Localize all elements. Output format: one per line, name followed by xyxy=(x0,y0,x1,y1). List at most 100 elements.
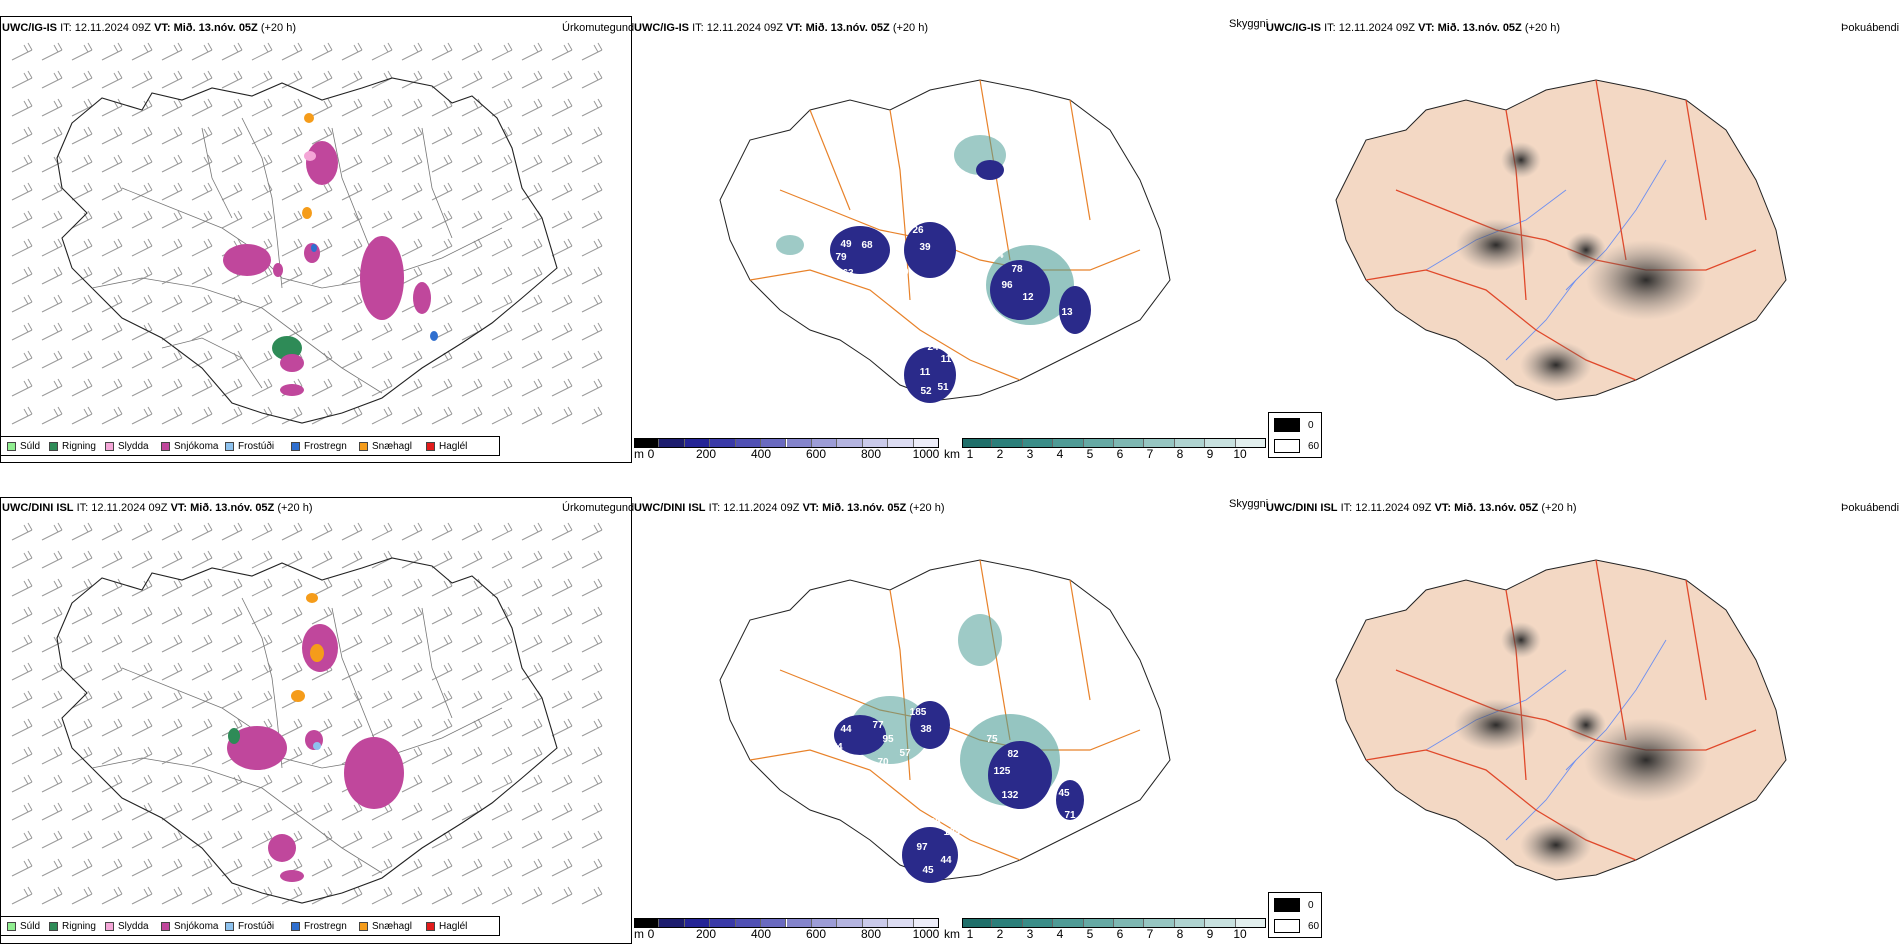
wind-barb xyxy=(161,886,183,905)
row-1: UWC/IG-IS IT: 12.11.2024 09Z VT: Mið. 13… xyxy=(0,0,1900,470)
wind-barb xyxy=(491,522,513,541)
colorbar-tick-label: 0 xyxy=(647,927,655,941)
wind-barb xyxy=(161,70,183,89)
wind-barb xyxy=(101,42,123,61)
wind-barb xyxy=(461,690,483,709)
wind-barb xyxy=(401,182,423,201)
wind-barb xyxy=(401,830,423,849)
vt-label: VT: xyxy=(154,22,171,34)
colorbar-segment xyxy=(962,918,993,928)
wind-barb xyxy=(221,550,243,569)
wind-barb xyxy=(71,378,93,397)
wind-barb xyxy=(71,294,93,313)
wind-barb xyxy=(341,406,363,425)
wind-barb xyxy=(191,42,213,61)
wind-barb xyxy=(551,634,573,653)
wind-barb xyxy=(311,746,333,765)
visibility-value-label: 11 xyxy=(920,367,931,378)
visibility-value-label: 51 xyxy=(937,382,949,393)
wind-barb xyxy=(491,182,513,201)
colorbar-tick-label: 6 xyxy=(1116,927,1124,941)
colorbar-segment xyxy=(992,438,1023,448)
vt-label: VT: xyxy=(802,502,820,514)
wind-barb xyxy=(431,718,453,737)
wind-barb xyxy=(341,662,363,681)
wind-barb xyxy=(551,830,573,849)
wind-barb xyxy=(311,182,333,201)
vt-label: VT: xyxy=(1418,22,1435,34)
wind-barb xyxy=(251,294,273,313)
wind-barb xyxy=(251,378,273,397)
legend-label: Haglél xyxy=(439,921,468,932)
wind-barb xyxy=(131,522,153,541)
wind-barb xyxy=(11,550,33,569)
wind-barb xyxy=(581,350,603,369)
wind-barb xyxy=(311,690,333,709)
wind-barb xyxy=(161,210,183,229)
wind-barb xyxy=(431,70,453,89)
wind-barb xyxy=(281,522,303,541)
wind-barb xyxy=(491,266,513,285)
wind-barb xyxy=(221,210,243,229)
wind-barb xyxy=(461,42,483,61)
wind-barb xyxy=(371,662,393,681)
wind-barb xyxy=(431,266,453,285)
fog-legend-item: 60 xyxy=(1274,439,1319,453)
wind-barb xyxy=(11,182,33,201)
wind-barb xyxy=(71,98,93,117)
wind-barb xyxy=(131,350,153,369)
wind-barb xyxy=(101,886,123,905)
wind-barb xyxy=(191,550,213,569)
wind-barb xyxy=(401,718,423,737)
wind-barb xyxy=(461,746,483,765)
colorbar-tick-label: 3 xyxy=(1026,447,1034,461)
it-value: 12.11.2024 09Z xyxy=(91,502,168,514)
visibility-value-label: 61 xyxy=(949,165,961,176)
colorbar-segment xyxy=(710,438,736,448)
wind-barb xyxy=(191,322,213,341)
legend-label: Frostregn xyxy=(304,441,347,452)
wind-barb xyxy=(281,746,303,765)
wind-barb xyxy=(71,70,93,89)
legend-swatch xyxy=(7,442,16,451)
wind-barb xyxy=(581,606,603,625)
iceland-land xyxy=(1335,79,1787,401)
wind-barb xyxy=(581,210,603,229)
wind-barb xyxy=(251,42,273,61)
wind-barb xyxy=(191,774,213,793)
wind-barb xyxy=(131,378,153,397)
legend-label: Slydda xyxy=(118,441,149,452)
wind-barb xyxy=(581,98,603,117)
visibility-value-label: 77 xyxy=(872,720,884,731)
wind-barb xyxy=(371,350,393,369)
colorbar-segment xyxy=(659,438,685,448)
wind-barb xyxy=(521,238,543,257)
wind-barb xyxy=(341,322,363,341)
wind-barb xyxy=(551,578,573,597)
wind-barb xyxy=(41,662,63,681)
wind-barb xyxy=(281,606,303,625)
wind-barb xyxy=(311,858,333,877)
wind-barb xyxy=(101,126,123,145)
wind-barb xyxy=(461,886,483,905)
wind-barb xyxy=(431,550,453,569)
wind-barb xyxy=(581,322,603,341)
wind-barb xyxy=(551,858,573,877)
wind-barb xyxy=(191,70,213,89)
wind-barb xyxy=(191,718,213,737)
legend-swatch xyxy=(161,442,170,451)
wind-barb xyxy=(281,662,303,681)
wind-barb xyxy=(251,690,273,709)
model-name: UWC/IG-IS xyxy=(2,22,57,34)
wind-barb xyxy=(521,70,543,89)
wind-barb xyxy=(131,406,153,425)
legend-item: Haglél xyxy=(426,921,467,932)
wind-barb xyxy=(131,690,153,709)
wind-barb xyxy=(11,70,33,89)
colorbar-tick-label: 800 xyxy=(860,927,882,941)
visibility-value-label: 11 xyxy=(941,354,952,365)
wind-barb xyxy=(161,858,183,877)
it-value: 12.11.2024 09Z xyxy=(1338,22,1415,34)
wind-barb xyxy=(191,154,213,173)
